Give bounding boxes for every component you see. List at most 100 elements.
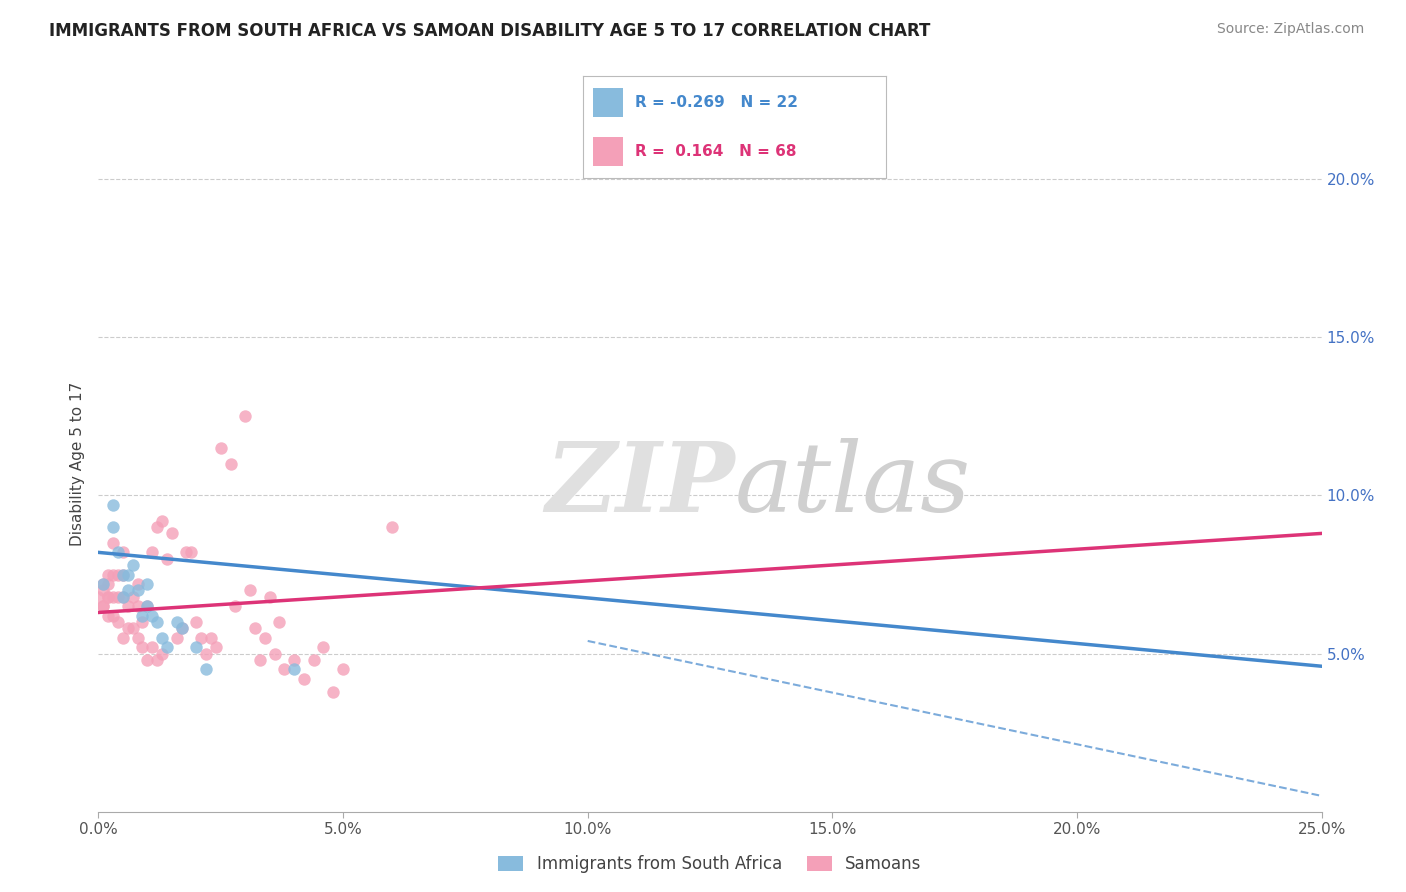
Point bbox=[101, 590, 124, 604]
Point bbox=[111, 590, 134, 604]
Point bbox=[186, 615, 208, 629]
Point bbox=[97, 590, 120, 604]
Point bbox=[111, 631, 134, 645]
Point bbox=[127, 577, 149, 591]
Point bbox=[150, 631, 173, 645]
Point bbox=[239, 583, 262, 598]
Point bbox=[146, 653, 169, 667]
Point bbox=[166, 631, 188, 645]
Point bbox=[273, 662, 295, 676]
Point bbox=[131, 608, 153, 623]
Point bbox=[87, 590, 110, 604]
Point bbox=[131, 615, 153, 629]
Point bbox=[127, 599, 149, 614]
Point bbox=[233, 409, 256, 424]
Point bbox=[107, 615, 129, 629]
Point bbox=[127, 583, 149, 598]
Text: Source: ZipAtlas.com: Source: ZipAtlas.com bbox=[1216, 22, 1364, 37]
Point bbox=[117, 583, 139, 598]
Text: R =  0.164   N = 68: R = 0.164 N = 68 bbox=[636, 145, 796, 160]
Point bbox=[195, 662, 218, 676]
Point bbox=[283, 653, 305, 667]
Point bbox=[312, 640, 335, 655]
Point bbox=[146, 615, 169, 629]
Point bbox=[243, 621, 266, 635]
Point bbox=[381, 520, 404, 534]
Point bbox=[170, 621, 193, 635]
Point bbox=[141, 608, 163, 623]
Point bbox=[91, 599, 114, 614]
Point bbox=[322, 684, 344, 698]
Point bbox=[127, 631, 149, 645]
Point bbox=[111, 567, 134, 582]
Point bbox=[141, 545, 163, 559]
Point bbox=[91, 583, 114, 598]
Point bbox=[249, 653, 271, 667]
Point bbox=[91, 577, 114, 591]
Point bbox=[150, 514, 173, 528]
Point bbox=[121, 558, 143, 572]
Point bbox=[283, 662, 305, 676]
Point bbox=[160, 526, 183, 541]
Point bbox=[111, 567, 134, 582]
Point bbox=[186, 640, 208, 655]
Point bbox=[156, 640, 179, 655]
Point bbox=[101, 608, 124, 623]
Point bbox=[200, 631, 222, 645]
Point bbox=[259, 590, 281, 604]
Point bbox=[101, 520, 124, 534]
Point bbox=[117, 621, 139, 635]
Point bbox=[205, 640, 228, 655]
Point bbox=[97, 608, 120, 623]
Point bbox=[121, 621, 143, 635]
Point bbox=[131, 640, 153, 655]
Point bbox=[136, 653, 159, 667]
Point bbox=[136, 577, 159, 591]
Point bbox=[101, 498, 124, 512]
Point bbox=[136, 599, 159, 614]
Point bbox=[97, 577, 120, 591]
Point bbox=[136, 599, 159, 614]
Point bbox=[176, 545, 198, 559]
Point bbox=[141, 640, 163, 655]
Point bbox=[101, 536, 124, 550]
Point bbox=[219, 457, 242, 471]
Point bbox=[269, 615, 291, 629]
Point bbox=[121, 590, 143, 604]
Point bbox=[166, 615, 188, 629]
Point bbox=[101, 567, 124, 582]
Point bbox=[91, 599, 114, 614]
Point bbox=[253, 631, 276, 645]
Point bbox=[209, 441, 232, 455]
Point bbox=[91, 577, 114, 591]
Bar bbox=[592, 137, 623, 166]
Text: ZIP: ZIP bbox=[546, 438, 734, 532]
Bar bbox=[592, 88, 623, 117]
Point bbox=[111, 590, 134, 604]
Point bbox=[146, 520, 169, 534]
Point bbox=[97, 567, 120, 582]
Point bbox=[107, 567, 129, 582]
Point bbox=[224, 599, 246, 614]
Legend: Immigrants from South Africa, Samoans: Immigrants from South Africa, Samoans bbox=[492, 848, 928, 880]
Point bbox=[107, 545, 129, 559]
Point bbox=[150, 647, 173, 661]
Point bbox=[263, 647, 285, 661]
Text: atlas: atlas bbox=[734, 438, 970, 532]
Point bbox=[117, 567, 139, 582]
Point bbox=[117, 599, 139, 614]
Point bbox=[190, 631, 212, 645]
Point bbox=[195, 647, 218, 661]
Point bbox=[180, 545, 202, 559]
Text: R = -0.269   N = 22: R = -0.269 N = 22 bbox=[636, 95, 797, 110]
Y-axis label: Disability Age 5 to 17: Disability Age 5 to 17 bbox=[69, 382, 84, 546]
Point bbox=[97, 590, 120, 604]
Point bbox=[107, 590, 129, 604]
Point bbox=[332, 662, 354, 676]
Point bbox=[302, 653, 325, 667]
Point bbox=[156, 551, 179, 566]
Text: IMMIGRANTS FROM SOUTH AFRICA VS SAMOAN DISABILITY AGE 5 TO 17 CORRELATION CHART: IMMIGRANTS FROM SOUTH AFRICA VS SAMOAN D… bbox=[49, 22, 931, 40]
Point bbox=[292, 672, 315, 686]
Point bbox=[111, 545, 134, 559]
Point bbox=[170, 621, 193, 635]
